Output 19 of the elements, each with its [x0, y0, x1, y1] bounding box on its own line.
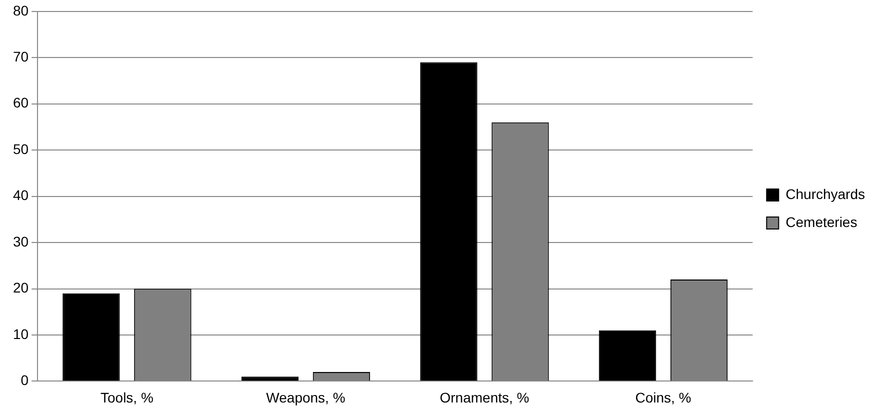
legend-label: Cemeteries — [786, 214, 858, 230]
y-tick-label: 20 — [12, 280, 29, 296]
bar — [598, 330, 656, 381]
bar — [241, 376, 299, 381]
x-tick-label: Tools, % — [100, 389, 154, 406]
y-tick-label: 40 — [12, 187, 29, 204]
y-tick-label: 80 — [12, 2, 29, 18]
y-tick-label: 50 — [12, 140, 29, 157]
x-tick-label: Weapons, % — [266, 389, 346, 406]
y-tick-label: 70 — [12, 48, 29, 64]
bar — [62, 293, 120, 381]
y-tick-label: 60 — [12, 94, 29, 111]
legend-label: Churchyards — [786, 186, 866, 202]
bar — [420, 62, 478, 381]
x-tick-label: Coins, % — [635, 389, 692, 406]
y-tick-label: 0 — [20, 372, 29, 388]
y-tick-label: 10 — [12, 326, 29, 342]
x-tick-label: Ornaments, % — [440, 389, 530, 406]
y-tick-label: 30 — [12, 233, 29, 250]
